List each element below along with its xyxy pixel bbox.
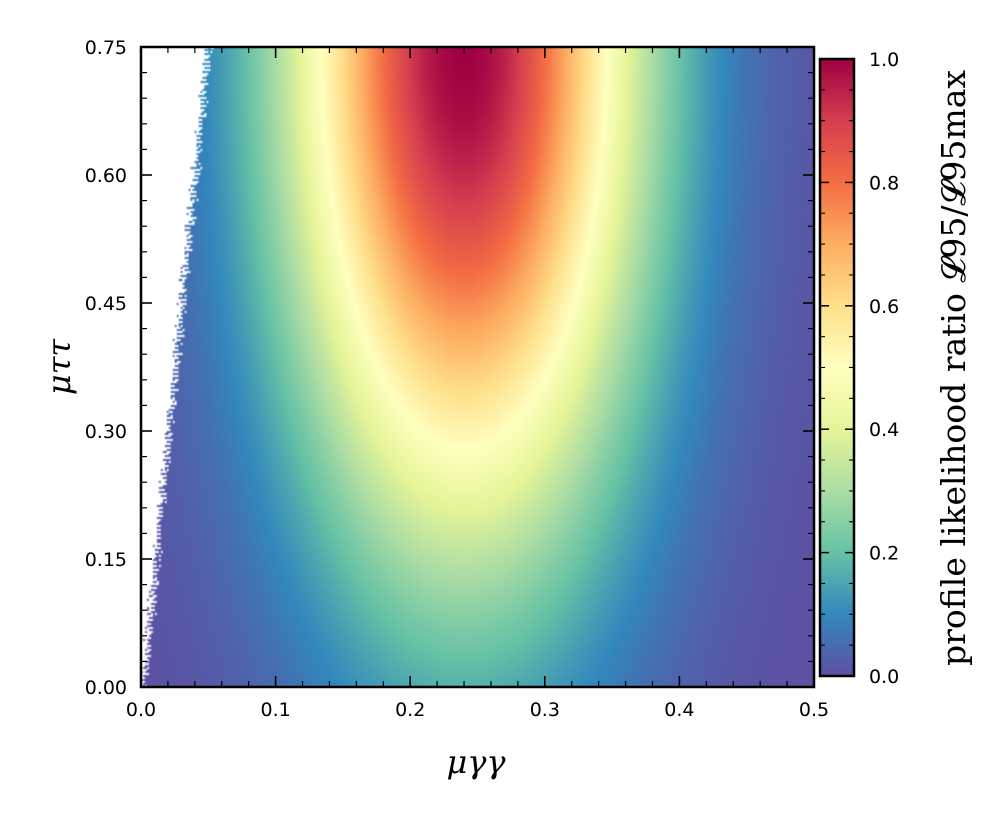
y-axis-label: μττ — [40, 338, 78, 396]
colorbar-label: profile likelihood ratio 𝓛95/𝓛95max — [934, 70, 973, 666]
x-tick-label: 0.2 — [395, 699, 425, 721]
x-tick-label: 0.0 — [126, 699, 156, 721]
plot-frame — [139, 45, 816, 689]
y-tick-label: 0.75 — [85, 37, 127, 59]
y-tick-label: 0.15 — [85, 549, 127, 571]
colorbar-tick-label: 0.0 — [869, 666, 899, 688]
y-tick-label: 0.30 — [85, 421, 127, 443]
y-tick-label: 0.00 — [85, 677, 127, 699]
colorbar-tick-label: 0.8 — [869, 172, 899, 194]
x-axis-label: μγγ — [446, 743, 506, 781]
colorbar-tick-label: 0.6 — [869, 296, 899, 318]
x-tick-label: 0.3 — [530, 699, 560, 721]
colorbar — [820, 59, 854, 676]
colorbar-ticks: 0.0 0.2 0.4 0.6 0.8 1.0 — [820, 49, 899, 688]
x-tick-label: 0.5 — [799, 699, 829, 721]
heatmap-plot — [141, 47, 814, 687]
colorbar-tick-label: 0.4 — [869, 419, 899, 441]
colorbar-tick-label: 1.0 — [869, 49, 899, 71]
colorbar-tick-label: 0.2 — [869, 543, 899, 565]
heatmap-image — [141, 47, 814, 687]
y-tick-label: 0.45 — [85, 293, 127, 315]
y-tick-label: 0.60 — [85, 165, 127, 187]
x-tick-label: 0.4 — [664, 699, 694, 721]
plot-ticks: 0.0 0.1 0.2 0.3 0.4 0.5 0.00 0.15 0.30 0.45 0.60 0.… — [85, 37, 829, 721]
x-tick-label: 0.1 — [260, 699, 290, 721]
